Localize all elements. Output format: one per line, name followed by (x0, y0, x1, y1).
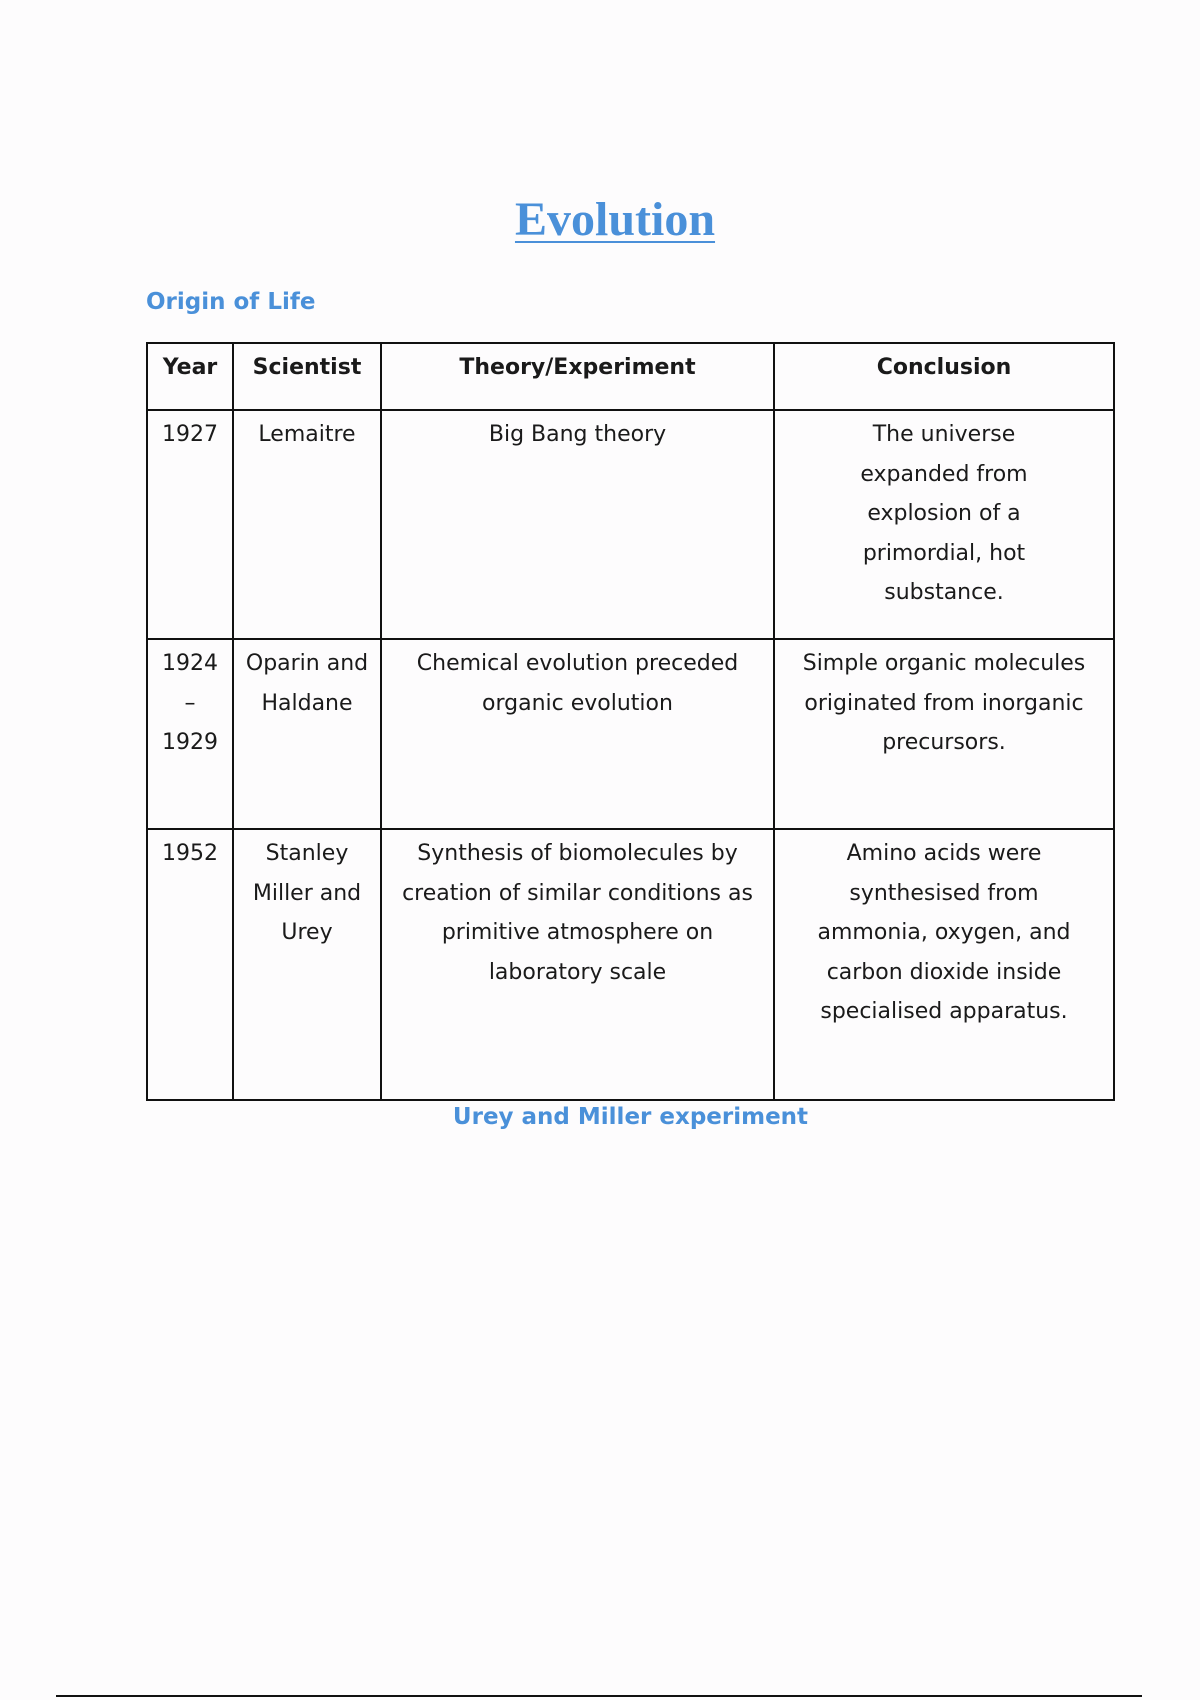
cell-scientist: Lemaitre (232, 409, 382, 640)
cell-scientist: Oparin and Haldane (232, 638, 382, 830)
header-theory: Theory/Experiment (380, 342, 775, 411)
page-title: Evolution (514, 193, 716, 246)
cell-year: 1924 – 1929 (146, 638, 234, 830)
cell-theory: Big Bang theory (380, 409, 775, 640)
footer-divider (56, 1695, 1142, 1697)
table-caption: Urey and Miller experiment (452, 1104, 809, 1130)
cell-year: 1952 (146, 828, 234, 1101)
cell-conclusion: Amino acids were synthesised from ammoni… (773, 828, 1115, 1101)
cell-conclusion: The universe expanded from explosion of … (773, 409, 1115, 640)
cell-year: 1927 (146, 409, 234, 640)
cell-scientist: Stanley Miller and Urey (232, 828, 382, 1101)
header-scientist: Scientist (232, 342, 382, 411)
header-conclusion: Conclusion (773, 342, 1115, 411)
table-row: 1924 – 1929 Oparin and Haldane Chemical … (146, 638, 1115, 830)
cell-conclusion: Simple organic molecules originated from… (773, 638, 1115, 830)
table-row: 1927 Lemaitre Big Bang theory The univer… (146, 409, 1115, 640)
section-heading: Origin of Life (146, 289, 316, 315)
table-header-row: Year Scientist Theory/Experiment Conclus… (146, 342, 1115, 411)
cell-theory: Synthesis of biomolecules by creation of… (380, 828, 775, 1101)
cell-theory: Chemical evolution preceded organic evol… (380, 638, 775, 830)
table-row: 1952 Stanley Miller and Urey Synthesis o… (146, 828, 1115, 1101)
origin-of-life-table: Year Scientist Theory/Experiment Conclus… (146, 342, 1115, 1101)
header-year: Year (146, 342, 234, 411)
